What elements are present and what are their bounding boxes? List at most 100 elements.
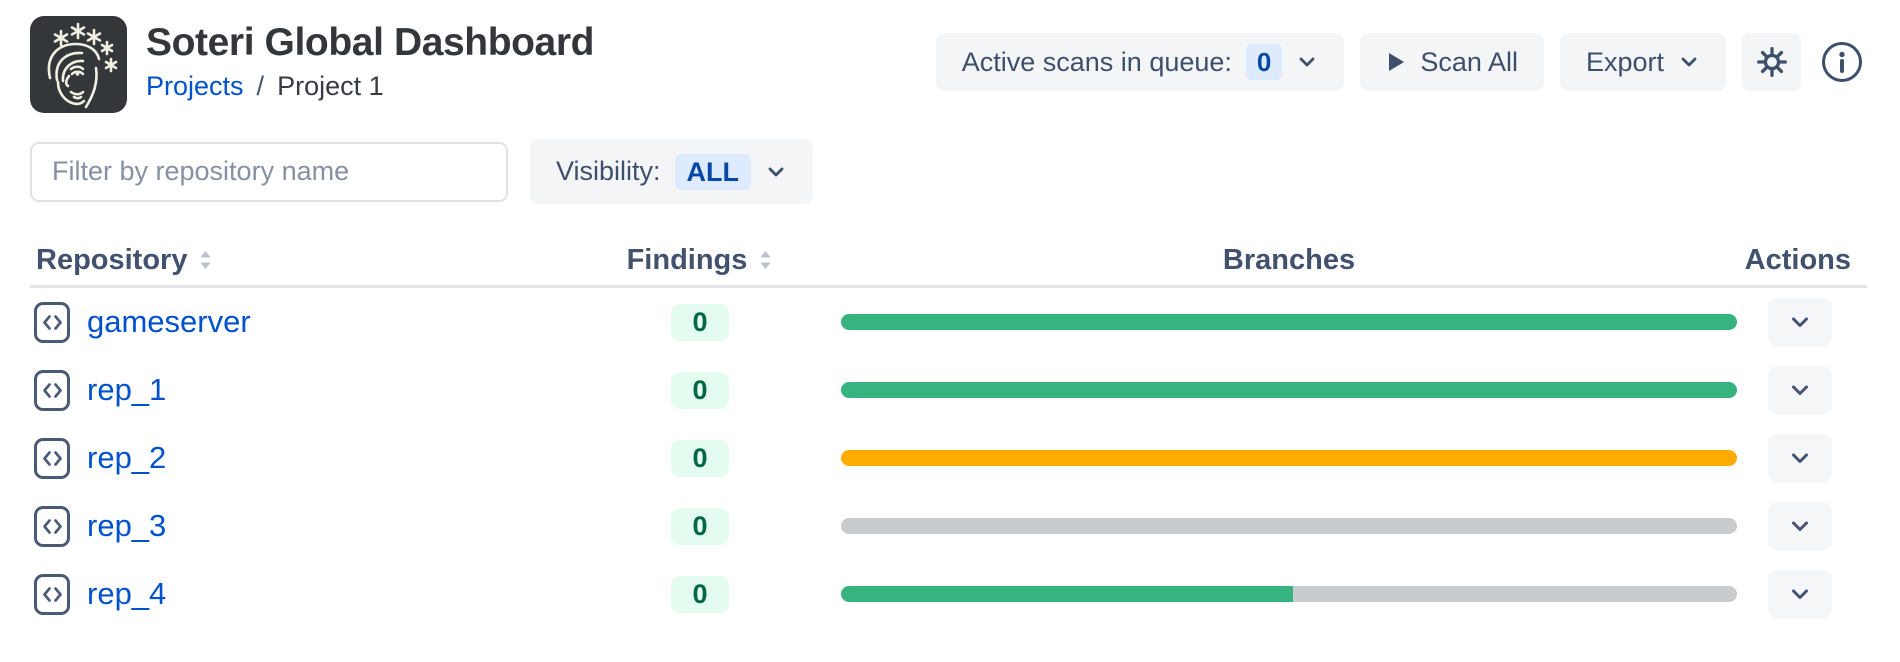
scan-all-label: Scan All [1420, 46, 1518, 77]
repository-link[interactable]: rep_4 [87, 576, 167, 611]
repository-link[interactable]: rep_1 [87, 372, 167, 407]
branch-segment-not_scanned [841, 518, 1737, 534]
table-row: rep_3 0 [30, 492, 1867, 560]
code-repository-icon [34, 369, 70, 411]
row-actions-menu-button[interactable] [1768, 365, 1832, 415]
play-icon [1389, 53, 1405, 71]
title-block: Soteri Global Dashboard Projects / Proje… [146, 16, 594, 113]
branch-segment-not_scanned [1293, 586, 1737, 602]
repository-link[interactable]: rep_3 [87, 508, 167, 543]
chevron-down-icon [1792, 317, 1808, 327]
column-header-findings[interactable]: Findings [615, 244, 785, 277]
actions-cell [1757, 501, 1867, 551]
branches-cell [785, 382, 1757, 398]
branches-header-label: Branches [1222, 244, 1356, 276]
gear-icon [1756, 47, 1787, 77]
actions-cell [1757, 365, 1867, 415]
findings-cell: 0 [615, 575, 785, 613]
star-icons [53, 22, 118, 73]
page-title: Soteri Global Dashboard [146, 21, 595, 64]
repository-link[interactable]: gameserver [87, 304, 251, 339]
findings-count-badge: 0 [671, 303, 729, 341]
table-row: rep_2 0 [30, 424, 1867, 492]
actions-cell [1757, 297, 1867, 347]
visibility-label: Visibility: [556, 156, 661, 186]
repository-cell: rep_2 [30, 437, 615, 479]
sort-icon[interactable] [758, 250, 773, 271]
branch-status-bar [841, 314, 1737, 330]
findings-count-badge: 0 [671, 439, 729, 477]
code-repository-icon [34, 573, 70, 615]
actions-cell [1757, 433, 1867, 483]
branch-segment-warning [841, 450, 1737, 466]
breadcrumb-current: Project 1 [277, 71, 384, 101]
row-actions-menu-button[interactable] [1768, 569, 1832, 619]
visibility-dropdown[interactable]: Visibility: ALL [530, 139, 814, 204]
filter-bar: Visibility: ALL [30, 139, 1867, 204]
eye-dot [75, 72, 80, 76]
chevron-down-icon [768, 167, 784, 176]
breadcrumb: Projects / Project 1 [146, 71, 594, 102]
active-scans-count-badge: 0 [1245, 44, 1283, 80]
sort-icon[interactable] [198, 250, 213, 271]
code-repository-icon [34, 505, 70, 547]
export-dropdown[interactable]: Export [1559, 33, 1726, 91]
branches-cell [785, 314, 1757, 330]
findings-count-badge: 0 [671, 507, 729, 545]
findings-count-badge: 0 [671, 575, 729, 613]
scan-all-button[interactable]: Scan All [1360, 33, 1544, 91]
column-header-repository[interactable]: Repository [30, 244, 615, 277]
branch-segment-scanned_clean [841, 382, 1737, 398]
chevron-down-icon [1681, 57, 1697, 67]
page-header: Soteri Global Dashboard Projects / Proje… [30, 0, 1867, 113]
branch-segment-scanned_clean [841, 314, 1737, 330]
soteri-logo-icon [30, 16, 127, 113]
repository-cell: rep_3 [30, 505, 615, 547]
repository-link[interactable]: rep_2 [87, 440, 167, 475]
chevron-down-icon [1792, 521, 1808, 531]
findings-cell: 0 [615, 507, 785, 545]
row-actions-menu-button[interactable] [1768, 501, 1832, 551]
findings-count-badge: 0 [671, 371, 729, 409]
chevron-down-icon [1792, 589, 1808, 599]
branch-status-bar [841, 518, 1737, 534]
active-scans-dropdown[interactable]: Active scans in queue: 0 [935, 33, 1345, 91]
branches-cell [785, 586, 1757, 602]
findings-cell: 0 [615, 371, 785, 409]
findings-header-label: Findings [626, 244, 748, 276]
code-repository-icon [34, 437, 70, 479]
findings-cell: 0 [615, 439, 785, 477]
actions-header-label: Actions [1744, 244, 1851, 276]
repo-table-body: gameserver 0 rep_1 0 [30, 288, 1867, 628]
visibility-value-badge: ALL [674, 153, 752, 190]
repository-cell: rep_1 [30, 369, 615, 411]
info-button[interactable] [1817, 33, 1867, 91]
table-row: gameserver 0 [30, 288, 1867, 356]
branch-status-bar [841, 382, 1737, 398]
chevron-down-icon [1792, 453, 1808, 463]
settings-button[interactable] [1742, 33, 1801, 91]
repository-cell: gameserver [30, 301, 615, 343]
header-toolbar: Active scans in queue: 0 Scan All Export [935, 33, 1867, 91]
repository-cell: rep_4 [30, 573, 615, 615]
branches-cell [785, 518, 1757, 534]
header-left: Soteri Global Dashboard Projects / Proje… [30, 16, 594, 113]
row-actions-menu-button[interactable] [1768, 297, 1832, 347]
table-row: rep_4 0 [30, 560, 1867, 628]
table-header-row: Repository Findings Branches Actions [30, 236, 1867, 288]
table-row: rep_1 0 [30, 356, 1867, 424]
column-header-branches: Branches [785, 244, 1757, 277]
repository-header-label: Repository [36, 244, 188, 276]
branches-cell [785, 450, 1757, 466]
branch-segment-scanned_clean [841, 586, 1294, 602]
breadcrumb-projects-link[interactable]: Projects [146, 71, 244, 101]
row-actions-menu-button[interactable] [1768, 433, 1832, 483]
findings-cell: 0 [615, 303, 785, 341]
repository-filter-input[interactable] [30, 141, 508, 202]
info-icon [1822, 42, 1862, 82]
column-header-actions: Actions [1745, 244, 1867, 277]
code-repository-icon [34, 301, 70, 343]
chevron-down-icon [1792, 385, 1808, 395]
active-scans-label: Active scans in queue: [961, 46, 1232, 77]
